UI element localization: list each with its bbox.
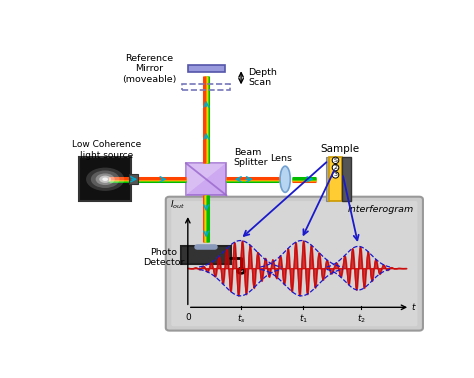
FancyBboxPatch shape [171,201,418,326]
Text: Interferogram: Interferogram [347,206,414,214]
Text: t: t [412,303,415,312]
FancyBboxPatch shape [328,157,343,201]
Ellipse shape [91,170,119,188]
FancyBboxPatch shape [181,246,231,264]
Text: Sample: Sample [321,144,360,154]
Ellipse shape [99,176,111,183]
Ellipse shape [102,178,108,181]
Ellipse shape [332,157,339,164]
Text: 0: 0 [185,313,191,322]
Polygon shape [186,163,227,195]
Text: Reference
Mirror
(moveable): Reference Mirror (moveable) [122,54,176,84]
Text: 3: 3 [334,172,337,177]
Text: S: S [334,158,337,163]
Text: Low Coherence
light source: Low Coherence light source [73,141,142,160]
FancyBboxPatch shape [326,157,328,201]
Text: Depth
Scan: Depth Scan [248,68,277,87]
Ellipse shape [332,164,339,171]
FancyBboxPatch shape [343,157,351,201]
Text: Beam
Splitter: Beam Splitter [234,148,268,167]
FancyBboxPatch shape [166,197,423,331]
Text: 2: 2 [334,165,337,170]
Text: Photo
Detector: Photo Detector [143,248,185,267]
Ellipse shape [86,167,124,191]
Text: $t_1$: $t_1$ [299,313,308,325]
Ellipse shape [280,166,290,192]
Text: $t_s$: $t_s$ [237,313,246,325]
FancyBboxPatch shape [129,174,138,184]
Text: Lens: Lens [271,154,292,163]
Text: $t_2$: $t_2$ [357,313,365,325]
FancyBboxPatch shape [186,163,227,195]
FancyBboxPatch shape [80,157,131,201]
Ellipse shape [96,174,115,185]
FancyBboxPatch shape [188,65,225,71]
Text: $I_{out}$: $I_{out}$ [170,199,185,211]
Ellipse shape [332,172,339,178]
